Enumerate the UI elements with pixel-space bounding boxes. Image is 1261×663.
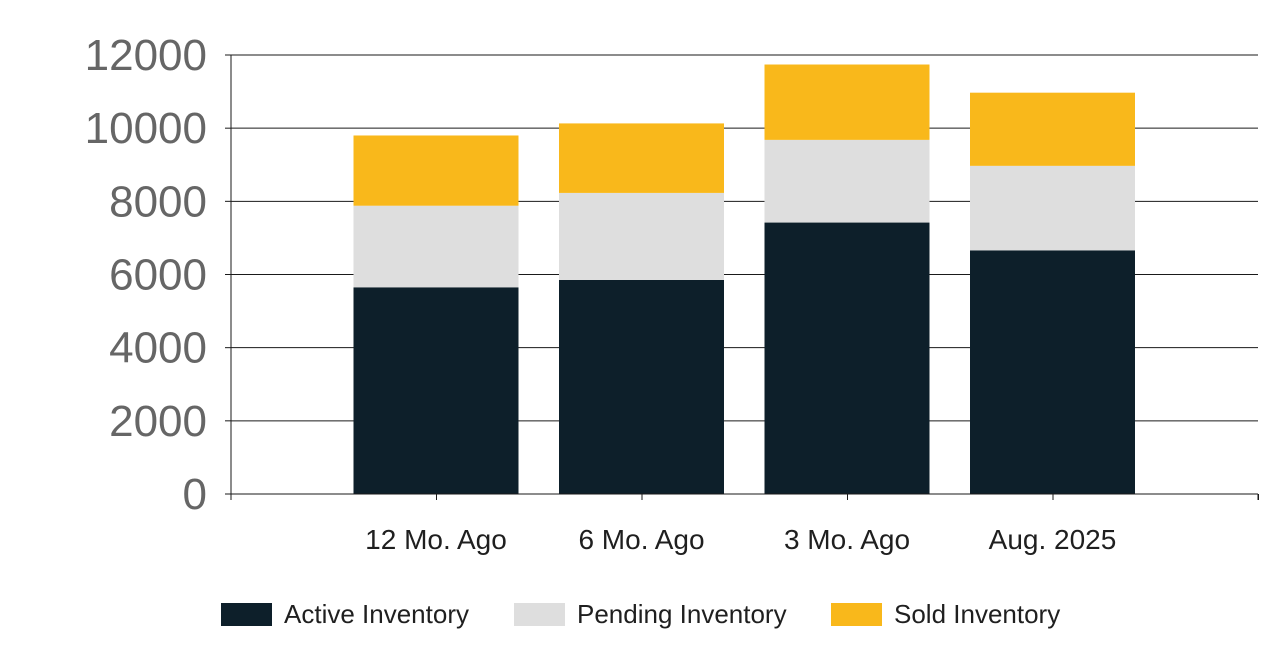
legend-swatch bbox=[831, 603, 882, 626]
bar-segment bbox=[970, 250, 1135, 494]
y-tick-label: 4000 bbox=[109, 324, 207, 373]
bar-segment bbox=[559, 192, 724, 280]
x-tick-label: 6 Mo. Ago bbox=[578, 524, 704, 555]
x-tick-label: Aug. 2025 bbox=[989, 524, 1117, 555]
bar-segment bbox=[970, 92, 1135, 166]
bars bbox=[353, 64, 1135, 494]
legend-label: Pending Inventory bbox=[577, 599, 787, 629]
x-tick-label: 12 Mo. Ago bbox=[365, 524, 507, 555]
y-tick-label: 2000 bbox=[109, 397, 207, 446]
legend-label: Sold Inventory bbox=[894, 599, 1060, 629]
y-tick-label: 12000 bbox=[85, 31, 207, 80]
x-tick-label: 3 Mo. Ago bbox=[784, 524, 910, 555]
bar-segment bbox=[764, 222, 930, 494]
bar-segment bbox=[353, 135, 519, 206]
x-axis-ticks: 12 Mo. Ago 6 Mo. Ago 3 Mo. Ago Aug. 2025 bbox=[365, 524, 1116, 555]
axes bbox=[225, 54, 1259, 500]
y-tick-label: 10000 bbox=[85, 104, 207, 153]
bar-segment bbox=[353, 287, 519, 494]
bar-segment bbox=[353, 205, 519, 288]
y-tick-label: 6000 bbox=[109, 251, 207, 300]
legend: Active Inventory Pending Inventory Sold In… bbox=[221, 599, 1060, 629]
bar-segment bbox=[764, 139, 930, 223]
y-axis-ticks: 0 2000 4000 6000 8000 10000 12000 bbox=[85, 31, 207, 519]
legend-swatch bbox=[221, 603, 272, 626]
y-tick-label: 0 bbox=[183, 470, 207, 519]
bar-segment bbox=[559, 279, 724, 494]
bar-segment bbox=[559, 123, 724, 193]
bar-segment bbox=[764, 64, 930, 140]
y-tick-label: 8000 bbox=[109, 177, 207, 226]
bar-segment bbox=[970, 165, 1135, 251]
legend-label: Active Inventory bbox=[284, 599, 469, 629]
legend-swatch bbox=[514, 603, 565, 626]
